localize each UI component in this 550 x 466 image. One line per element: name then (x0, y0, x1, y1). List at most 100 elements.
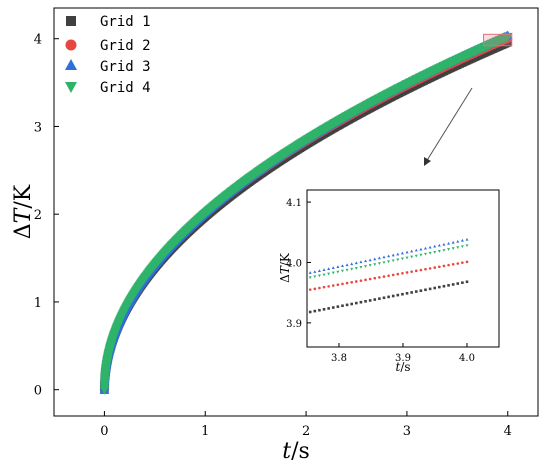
inset-data-point (465, 237, 469, 241)
inset-data-point (345, 303, 349, 307)
inset-data-point (447, 241, 451, 245)
x-axis-label: t/s (282, 439, 310, 464)
legend-marker-grid-4 (65, 82, 77, 93)
inset-data-point (414, 248, 418, 252)
inset-data-point (461, 261, 464, 264)
inset-data-point (345, 263, 349, 267)
plot-frame (53, 7, 539, 417)
x-tick-label: 1 (201, 424, 209, 439)
inset-data-point (419, 253, 423, 257)
inset-data-point (359, 266, 363, 269)
inset-data-point (460, 238, 464, 242)
inset-data-point (336, 265, 340, 269)
inset-data-point (414, 290, 418, 293)
inset-data-point (442, 249, 446, 252)
inset-data-point (410, 291, 413, 294)
inset-data-point (350, 262, 354, 266)
legend-marker-grid-2 (65, 39, 77, 51)
inset-data-point (391, 253, 395, 257)
legend: Grid 1 Grid 2 Grid 3 Grid 4 (65, 14, 151, 96)
inset-data-point (438, 265, 441, 269)
inset-data-point (322, 268, 326, 271)
inset-data-point (368, 264, 372, 267)
inset-data-point (313, 270, 317, 273)
inset-data-point (451, 263, 455, 266)
inset-data-point (419, 268, 423, 272)
inset-data-point (350, 280, 354, 284)
x-tick-label: 3 (403, 424, 411, 439)
inset-data-point (331, 266, 335, 270)
inset-data-point (364, 259, 368, 263)
series-grid-4 (99, 32, 513, 395)
inset-data-point (433, 244, 437, 248)
inset-data-point (364, 300, 367, 303)
inset-data-point (331, 271, 335, 275)
inset-data-point (438, 285, 441, 289)
inset-series-grid-1 (308, 280, 469, 314)
inset-data-point (327, 272, 331, 276)
inset-data-point (327, 307, 330, 310)
inset-data-point (317, 269, 321, 272)
inset-data-point (308, 276, 312, 280)
inset-data-point (378, 297, 381, 300)
x-tick-label: 2 (302, 424, 310, 439)
inset-data-point (382, 261, 386, 265)
inset-data-point (382, 255, 386, 259)
inset-data-point (377, 256, 381, 260)
inset-data-point (317, 274, 321, 278)
inset-data-point (465, 244, 469, 248)
inset-data-point (387, 254, 391, 258)
inset-x-tick-label: 3.8 (331, 353, 347, 364)
inset-data-point (341, 304, 344, 308)
inset-data-point (456, 246, 460, 249)
x-tick-label: 4 (504, 424, 512, 439)
inset-data-point (424, 288, 427, 292)
inset-data-point (437, 250, 441, 253)
y-tick-label: 1 (34, 296, 42, 311)
inset-data-point (391, 273, 395, 277)
inset-series-grid-2 (308, 260, 469, 291)
inset-data-point (308, 271, 312, 274)
inset-axis-ticks: 3.8 3.9 4.0 3.9 4.0 4.1 (286, 198, 475, 364)
inset-data-point (377, 262, 381, 265)
inset-data-point (461, 281, 464, 284)
inset-data-point (405, 256, 409, 260)
inset-data-point (405, 271, 409, 274)
inset-data-point (331, 306, 335, 309)
inset-data-point (401, 292, 404, 296)
inset-data-point (410, 270, 413, 273)
zoom-arrow (425, 87, 473, 163)
inset-data-point (308, 288, 312, 291)
inset-data-point (368, 299, 372, 302)
inset-x-tick-label: 3.9 (395, 353, 411, 364)
inset-data-point (318, 308, 321, 312)
inset-data-point (465, 280, 469, 284)
inset-data-point (428, 245, 432, 249)
x-tick-label: 0 (100, 424, 108, 439)
inset-y-tick-label: 4.0 (286, 258, 302, 269)
inset-data-point (424, 267, 427, 271)
y-tick-label: 4 (34, 33, 42, 48)
inset-data-point (456, 262, 460, 265)
inset-data-point (451, 240, 455, 244)
inset-data-point (396, 252, 400, 256)
inset-series-grid-4 (308, 244, 469, 280)
inset-data-point (401, 271, 404, 275)
inset-data-point (336, 270, 340, 274)
inset-data-point (428, 287, 432, 291)
inset-x-tick-label: 4.0 (459, 353, 475, 364)
inset-data-point (396, 258, 400, 262)
inset-data-point (410, 255, 414, 259)
zoom-arrowhead (424, 157, 431, 166)
inset-frame (306, 189, 500, 348)
inset-series-grid-3 (308, 237, 469, 274)
y-tick-label: 0 (34, 384, 42, 399)
inset-data-point (355, 280, 358, 283)
inset-data-point (433, 266, 437, 269)
inset-data-point (355, 301, 358, 305)
inset-data-point (423, 252, 427, 256)
inset-data-point (345, 268, 349, 272)
inset-data-point (400, 251, 404, 255)
inset-data-point (428, 251, 432, 255)
inset-data-point (456, 282, 460, 285)
